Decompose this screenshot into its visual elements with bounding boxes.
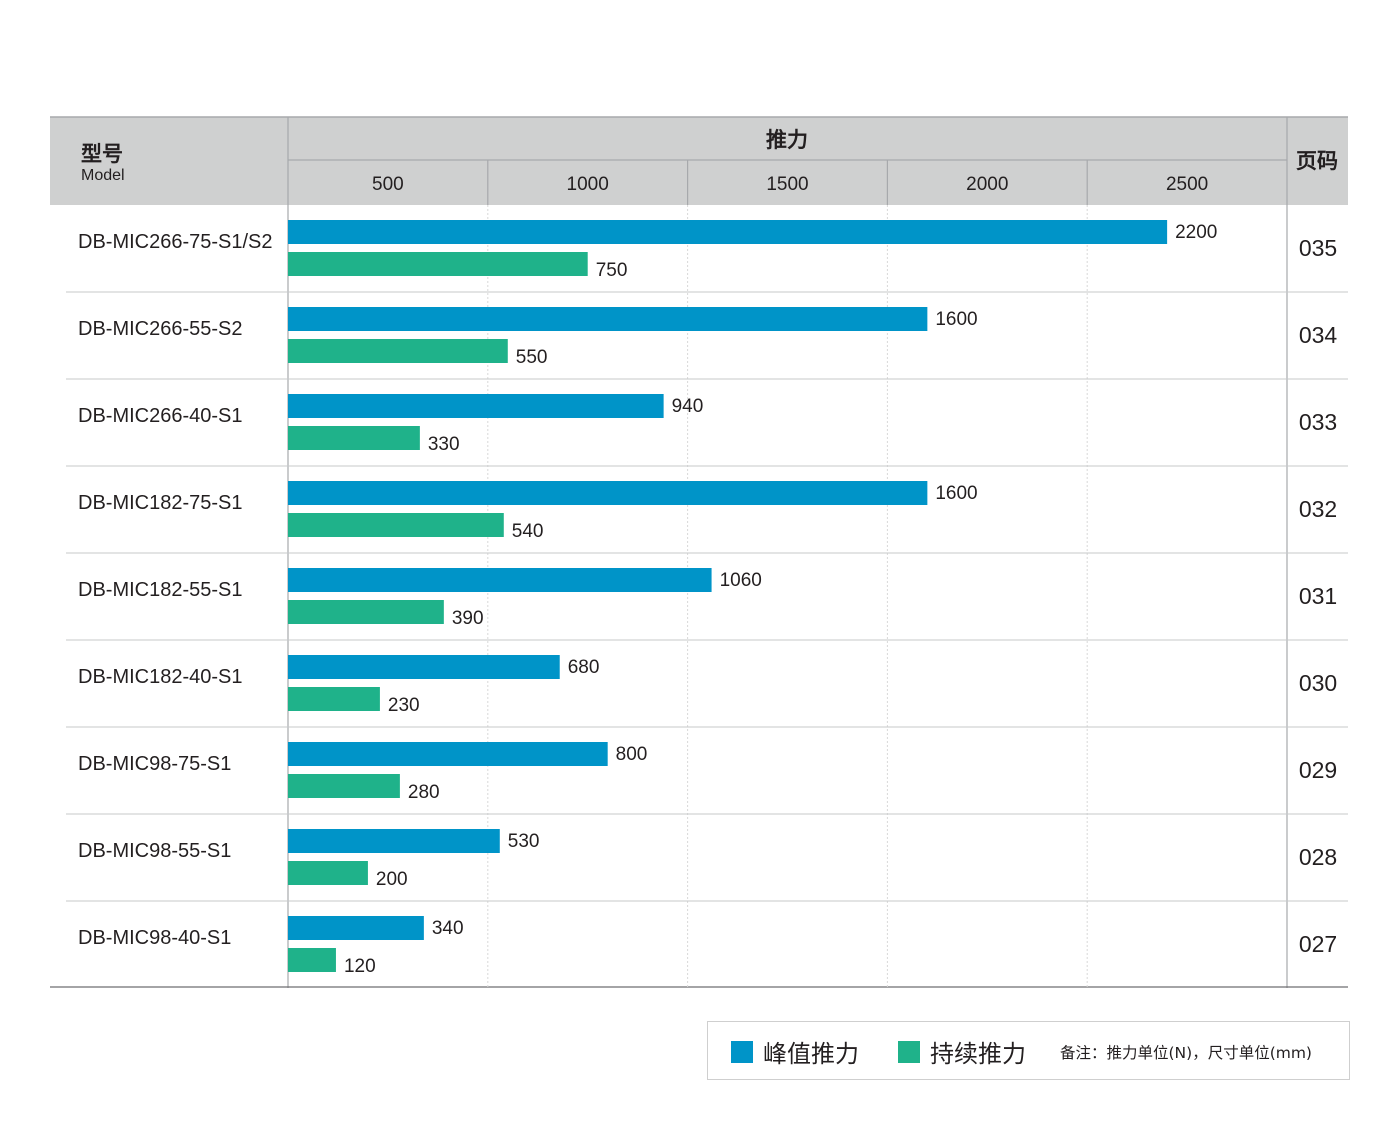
bar-peak-value: 530 xyxy=(508,831,540,852)
model-label: DB-MIC182-75-S1 xyxy=(78,492,243,514)
bar-peak xyxy=(288,568,712,592)
model-label: DB-MIC266-40-S1 xyxy=(78,405,243,427)
bar-continuous-value: 330 xyxy=(428,434,460,455)
legend-item-continuous: 持续推力 xyxy=(898,1022,1026,1081)
page-number: 033 xyxy=(1299,409,1337,435)
x-tick-label: 2000 xyxy=(966,174,1008,195)
bar-peak-value: 1600 xyxy=(935,309,977,330)
bar-continuous-value: 230 xyxy=(388,695,420,716)
page-number: 029 xyxy=(1299,757,1337,783)
x-tick-label: 500 xyxy=(372,174,404,195)
legend-swatch-peak xyxy=(731,1040,753,1063)
model-label: DB-MIC266-55-S2 xyxy=(78,318,243,340)
bar-peak xyxy=(288,829,500,853)
legend-item-peak: 峰值推力 xyxy=(731,1022,859,1081)
bar-continuous-value: 120 xyxy=(344,956,376,977)
x-tick-label: 1500 xyxy=(766,174,808,195)
table-row: DB-MIC98-75-S1 800 280 029 xyxy=(66,726,1348,803)
bar-continuous xyxy=(288,687,380,711)
thrust-header: 推力 xyxy=(766,128,808,152)
page-number: 030 xyxy=(1299,670,1337,696)
page-number: 034 xyxy=(1299,322,1338,348)
legend-label-continuous: 持续推力 xyxy=(930,1040,1026,1068)
x-tick-label: 1000 xyxy=(567,174,609,195)
model-label: DB-MIC98-55-S1 xyxy=(78,840,231,862)
legend-label-peak: 峰值推力 xyxy=(763,1040,859,1068)
bar-continuous xyxy=(288,948,336,972)
page-number: 031 xyxy=(1299,583,1337,609)
bar-continuous xyxy=(288,774,400,798)
bar-continuous xyxy=(288,339,508,363)
bar-continuous-value: 550 xyxy=(516,347,548,368)
table-row: DB-MIC182-55-S1 1060 390 031 xyxy=(66,552,1348,629)
table-row: DB-MIC182-40-S1 680 230 030 xyxy=(66,639,1348,716)
bar-continuous xyxy=(288,426,420,450)
header-band xyxy=(50,117,1348,205)
table-row: DB-MIC266-40-S1 940 330 033 xyxy=(66,378,1348,455)
model-header-en: Model xyxy=(81,167,125,184)
model-label: DB-MIC266-75-S1/S2 xyxy=(78,231,273,253)
bar-peak xyxy=(288,220,1168,244)
page-number: 035 xyxy=(1299,235,1337,261)
bar-continuous-value: 390 xyxy=(452,608,484,629)
bar-continuous-value: 750 xyxy=(596,260,628,281)
bar-peak-value: 340 xyxy=(432,918,464,939)
bar-peak-value: 680 xyxy=(568,657,600,678)
table-row: DB-MIC266-75-S1/S2 2200 750 035 xyxy=(78,220,1337,281)
page-number: 028 xyxy=(1299,844,1337,870)
x-axis-ticks: 500 1000 1500 2000 2500 xyxy=(372,160,1208,205)
table-row: DB-MIC266-55-S2 1600 550 034 xyxy=(66,291,1348,368)
chart-rows: DB-MIC266-75-S1/S2 2200 750 035 DB-MIC266-55… xyxy=(66,220,1348,977)
bar-continuous xyxy=(288,861,368,885)
x-tick-label: 2500 xyxy=(1166,174,1208,195)
legend-swatch-continuous xyxy=(898,1040,920,1063)
bar-peak xyxy=(288,307,928,331)
bar-peak xyxy=(288,916,424,940)
table-row: DB-MIC98-40-S1 340 120 027 xyxy=(66,900,1348,977)
bar-peak-value: 800 xyxy=(616,744,648,765)
bar-peak-value: 1060 xyxy=(720,570,762,591)
model-label: DB-MIC182-55-S1 xyxy=(78,579,243,601)
bar-peak xyxy=(288,655,560,679)
table-row: DB-MIC182-75-S1 1600 540 032 xyxy=(66,465,1348,542)
bar-peak xyxy=(288,481,928,505)
bar-peak xyxy=(288,742,608,766)
model-header-cn: 型号 xyxy=(81,142,123,166)
table-row: DB-MIC98-55-S1 530 200 028 xyxy=(66,813,1348,890)
bar-peak-value: 1600 xyxy=(935,483,977,504)
bar-continuous xyxy=(288,513,504,537)
model-label: DB-MIC98-75-S1 xyxy=(78,753,231,775)
page-number: 027 xyxy=(1299,931,1337,957)
unit-note: 备注：推力单位(N)，尺寸单位(mm) xyxy=(1060,1043,1312,1062)
page-header: 页码 xyxy=(1296,149,1338,173)
bar-peak-value: 2200 xyxy=(1175,222,1217,243)
bar-peak-value: 940 xyxy=(672,396,704,417)
model-label: DB-MIC98-40-S1 xyxy=(78,927,231,949)
bar-continuous xyxy=(288,600,444,624)
model-label: DB-MIC182-40-S1 xyxy=(78,666,243,688)
bar-continuous-value: 280 xyxy=(408,782,440,803)
legend: 峰值推力 持续推力 备注：推力单位(N)，尺寸单位(mm) xyxy=(707,1021,1350,1080)
bar-continuous-value: 540 xyxy=(512,521,544,542)
bar-peak xyxy=(288,394,664,418)
page-number: 032 xyxy=(1299,496,1337,522)
bar-continuous xyxy=(288,252,588,276)
bar-continuous-value: 200 xyxy=(376,869,408,890)
